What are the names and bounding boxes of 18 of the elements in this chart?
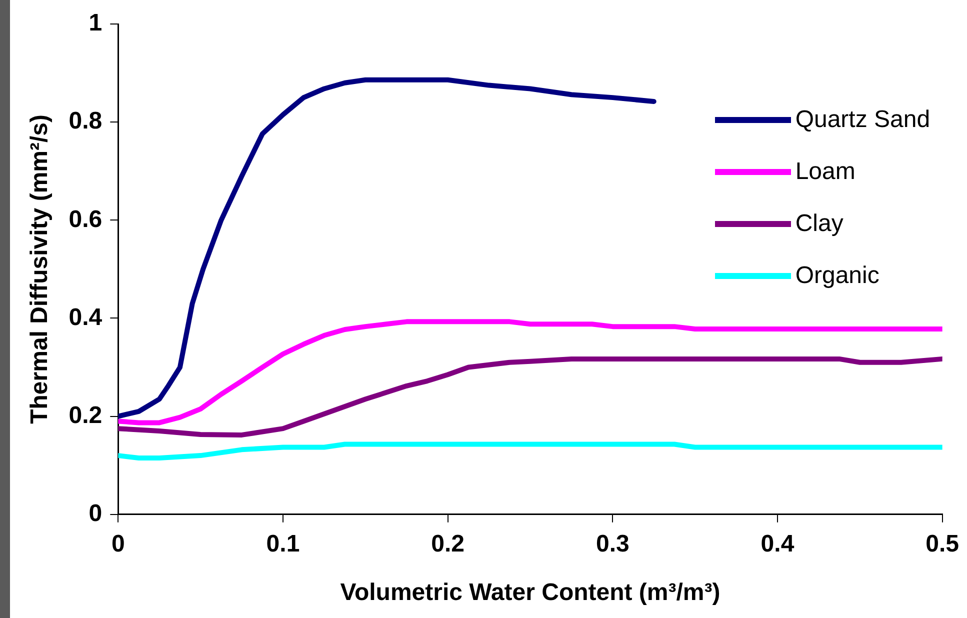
legend-label: Clay <box>795 210 844 238</box>
y-tick-label: 0.4 <box>68 304 103 331</box>
x-tick-label: 0.4 <box>760 530 795 558</box>
x-tick-label: 0.1 <box>266 530 300 558</box>
y-axis-title: Thermal Diffusivity (mm²/s) <box>26 114 54 424</box>
y-tick-label: 0 <box>88 500 102 528</box>
legend-label: Organic <box>795 262 880 290</box>
legend-label: Quartz Sand <box>795 106 930 134</box>
y-tick-label: 0.2 <box>68 402 102 429</box>
x-axis-title: Volumetric Water Content (m³/m³) <box>340 579 720 606</box>
x-tick-label: 0 <box>111 530 125 558</box>
x-tick-label: 0.3 <box>596 530 630 558</box>
y-tick-label: 0.8 <box>68 108 102 135</box>
x-tick-label: 0.5 <box>926 530 960 558</box>
x-tick-label: 0.2 <box>431 530 465 558</box>
y-tick-label: 1 <box>88 10 102 37</box>
y-tick-label: 0.6 <box>68 206 102 233</box>
legend-label: Loam <box>795 158 856 186</box>
